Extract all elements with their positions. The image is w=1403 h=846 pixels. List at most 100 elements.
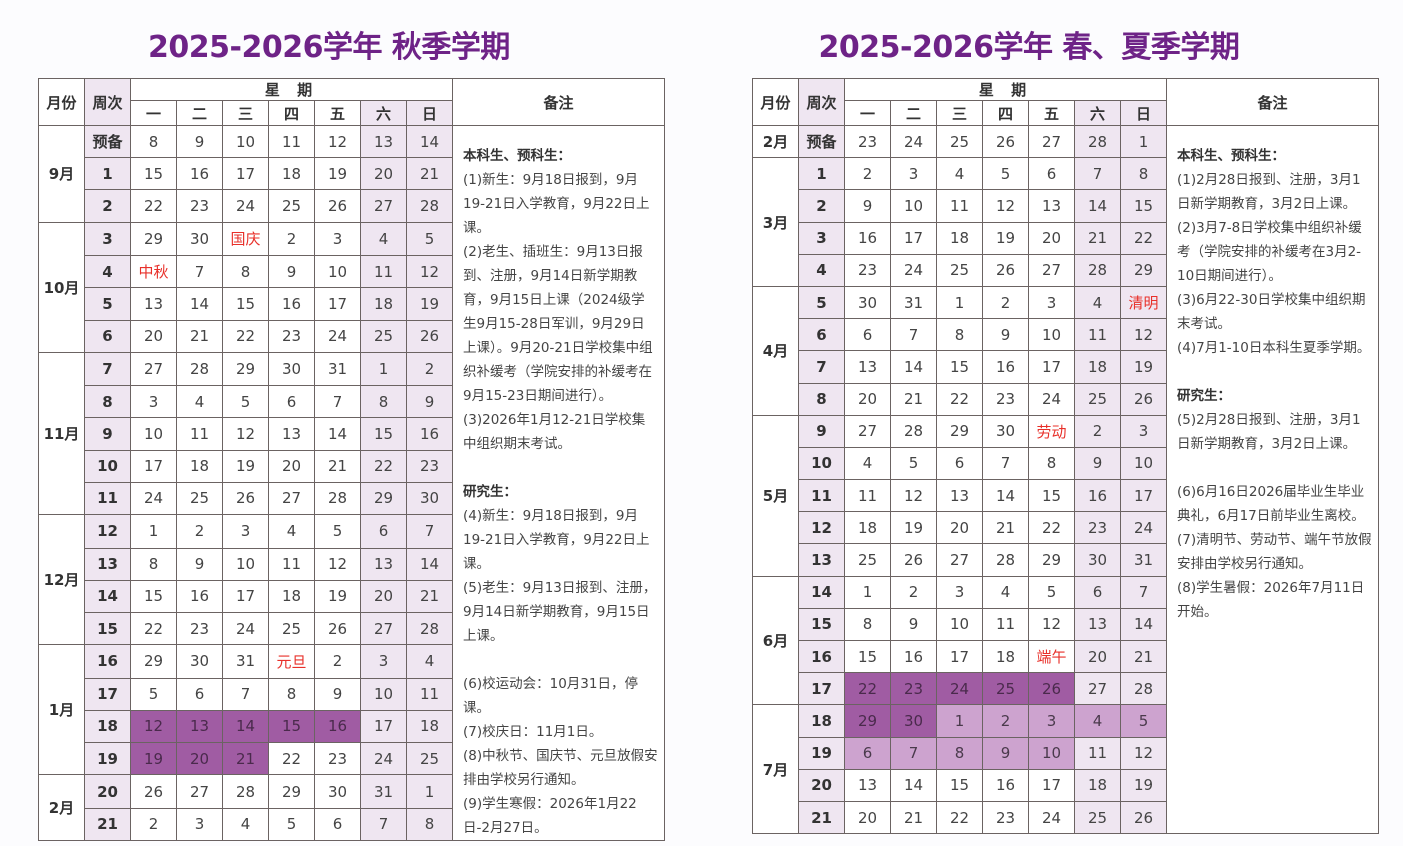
note-item: (8)学生暑假：2026年7月11日开始。 [1177,580,1365,620]
day-cell: 16 [982,350,1029,384]
day-cell: 14 [176,287,223,321]
summer-term-day-cell: 10 [1028,736,1075,770]
day-cell: 1 [1120,124,1167,159]
weekday-header: 四 [982,100,1029,126]
day-cell: 10 [222,547,269,581]
month-label: 7月 [752,704,799,835]
day-cell: 21 [890,800,937,835]
week-row: 4月 5 30 31 1 2 3 4 清明 [752,285,1379,416]
day-cell: 4 [936,157,983,191]
week-row: 2 9 10 11 12 13 14 15 [753,189,1379,223]
day-cell: 5 [890,446,937,481]
day-cell: 9 [314,677,361,711]
month-label: 6月 [752,575,799,706]
day-cell: 9 [406,385,453,419]
weekday-header: 二 [890,100,937,126]
week-row: 21 2 3 4 5 6 7 8 [39,807,665,842]
day-cell: 20 [360,579,407,613]
week-number: 19 [798,736,845,770]
day-cell: 11 [268,547,315,581]
day-cell: 26 [1120,382,1167,416]
day-cell: 23 [982,800,1029,835]
exam-day-cell: 13 [176,709,223,744]
holiday-cell: 劳动 [1028,414,1075,448]
day-cell: 15 [130,579,177,613]
day-cell: 3 [176,807,223,842]
day-cell: 4 [222,807,269,842]
day-cell: 10 [936,607,983,642]
day-cell: 17 [1028,768,1075,802]
day-cell: 14 [406,124,453,159]
day-cell: 19 [314,157,361,191]
autumn-semester-title: 2025-2026学年 秋季学期 [148,30,510,65]
day-cell: 8 [360,385,407,419]
day-cell: 8 [130,547,177,581]
day-cell: 2 [982,285,1029,320]
exam-day-cell: 12 [130,709,177,744]
day-cell: 11 [176,417,223,451]
day-cell: 28 [222,774,269,809]
day-cell: 25 [268,611,315,646]
week-row: 11 11 12 13 14 15 16 17 [753,479,1379,513]
day-cell: 21 [982,511,1029,545]
day-cell: 23 [844,124,891,159]
day-cell: 21 [890,382,937,416]
day-cell: 16 [176,157,223,191]
day-cell: 23 [844,253,891,287]
day-cell: 19 [1120,768,1167,802]
day-cell: 10 [130,417,177,451]
day-cell: 29 [360,481,407,516]
day-cell: 18 [982,639,1029,674]
day-cell: 29 [130,644,177,679]
weekday-group-header: 星 期 [130,78,453,101]
day-cell: 24 [1028,800,1075,835]
day-cell: 23 [176,611,223,646]
day-cell: 18 [406,709,453,744]
week-row: 6 6 7 8 9 10 11 12 [753,318,1379,352]
day-cell: 14 [1074,189,1121,223]
exam-day-cell: 22 [844,672,891,706]
day-cell: 11 [936,189,983,223]
weekday-header: 日 [1120,100,1167,126]
day-cell: 14 [890,768,937,802]
weekday-header: 三 [936,100,983,126]
week-number: 1 [84,157,131,191]
week-number: 18 [84,709,131,744]
notes-section-title: 研究生： [463,484,517,500]
day-cell: 1 [406,774,453,809]
summer-term-day-cell: 5 [1120,704,1167,738]
week-row: 6 20 21 22 23 24 25 26 [39,319,665,353]
day-cell: 24 [1028,382,1075,416]
day-cell: 27 [130,351,177,387]
day-cell: 3 [222,514,269,549]
day-cell: 10 [1120,446,1167,481]
spring-summer-calendar-table: 月份 周次星 期备注一二三四五六日 2月 预备 23 24 25 26 27 28 1 本科生、预科生… [752,78,1379,835]
day-cell: 11 [268,124,315,159]
day-cell: 10 [1028,318,1075,352]
weekday-group-header: 星 期 [844,78,1167,101]
week-number: 10 [798,446,845,481]
day-cell: 23 [406,449,453,483]
day-cell: 17 [314,287,361,321]
day-cell: 5 [222,385,269,419]
day-cell: 29 [1028,543,1075,577]
day-cell: 5 [1028,575,1075,609]
exam-day-cell: 21 [222,742,269,776]
day-cell: 15 [222,287,269,321]
day-cell: 22 [222,319,269,353]
week-row: 3月 1 2 3 4 5 6 7 8 [752,157,1379,287]
week-number: 8 [84,385,131,419]
day-cell: 16 [844,221,891,255]
week-number: 16 [798,639,845,674]
day-cell: 20 [268,449,315,483]
notes-spacer [463,648,658,672]
note-item: (5)2月28日报到、注册，3月1日新学期教育，3月2日上课。 [1177,412,1361,452]
week-row: 8 20 21 22 23 24 25 26 [753,382,1379,416]
day-cell: 17 [222,579,269,613]
summer-term-day-cell: 6 [844,736,891,770]
day-cell: 27 [1028,253,1075,287]
day-cell: 29 [222,351,269,387]
note-item: (2)老生、插班生：9月13日报到、注册，9月14日新学期教育，9月15日上课（… [463,244,653,404]
day-cell: 22 [936,382,983,416]
